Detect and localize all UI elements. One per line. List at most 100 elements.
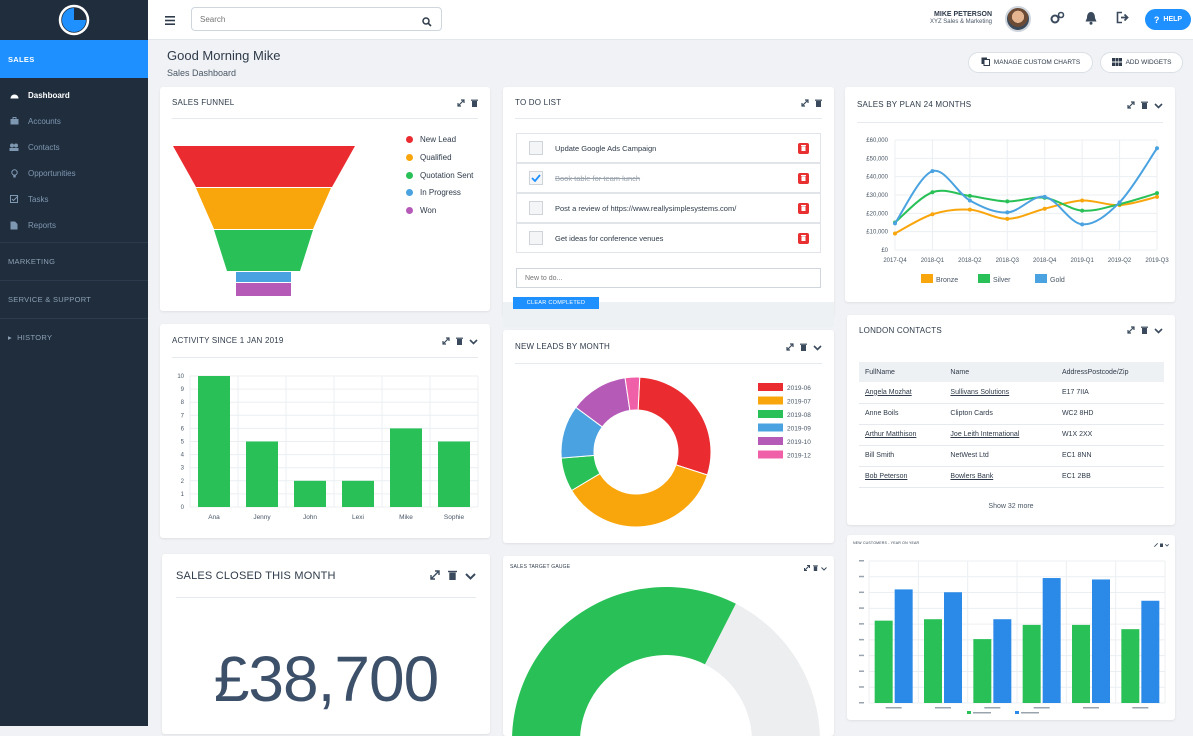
user-name: MIKE PETERSON xyxy=(934,11,992,18)
nav-section-history[interactable]: ▸ HISTORY xyxy=(0,318,148,356)
todo-checkbox[interactable] xyxy=(529,141,543,155)
panel-title: ACTIVITY SINCE 1 JAN 2019 xyxy=(172,336,284,345)
sidebar-item-contacts[interactable]: Contacts xyxy=(0,134,148,160)
funnel-segment-quotation-sent xyxy=(214,230,313,271)
chevron-down-icon[interactable] xyxy=(821,558,827,576)
trash-icon[interactable] xyxy=(1160,534,1163,552)
trash-icon[interactable] xyxy=(471,94,478,112)
sales-closed-value: £38,700 xyxy=(213,643,439,715)
logout-icon[interactable] xyxy=(1116,11,1129,29)
todo-item: Post a review of https://www.reallysimpl… xyxy=(516,193,821,223)
data-point xyxy=(1042,206,1047,211)
funnel-segment-qualified xyxy=(196,188,331,229)
x-tick-label: 2019-Q3 xyxy=(1145,258,1169,264)
trash-icon[interactable] xyxy=(815,94,822,112)
delete-todo-icon[interactable] xyxy=(798,142,809,154)
search-box xyxy=(191,7,442,31)
table-row: Anne Boils Clipton Cards WC2 8HD xyxy=(859,403,1164,425)
expand-icon[interactable] xyxy=(1127,321,1135,339)
data-point xyxy=(1155,146,1159,151)
table-row: Bill Smith NetWest Ltd EC1 8NN xyxy=(859,445,1164,467)
legend-item: Won xyxy=(406,202,473,220)
delete-todo-icon[interactable] xyxy=(798,172,809,184)
expand-icon[interactable] xyxy=(804,558,810,576)
sidebar-item-tasks[interactable]: Tasks xyxy=(0,186,148,212)
table-row: Angela Mozhat Sullivans Solutions E17 7IIA xyxy=(859,382,1164,404)
y-tick-label xyxy=(859,623,864,625)
trash-icon[interactable] xyxy=(1141,321,1148,339)
funnel-segment-in-progress xyxy=(236,272,291,282)
avatar[interactable] xyxy=(1005,6,1031,32)
chevron-down-icon[interactable] xyxy=(469,332,478,350)
delete-todo-icon[interactable] xyxy=(798,232,809,244)
todo-checkbox[interactable] xyxy=(529,201,543,215)
app-logo[interactable] xyxy=(0,0,148,40)
data-point xyxy=(930,190,935,195)
clear-completed-button[interactable]: CLEAR COMPLETED xyxy=(513,297,599,309)
data-point xyxy=(967,193,972,198)
trash-icon[interactable] xyxy=(1141,96,1148,114)
y-tick-label xyxy=(859,686,864,688)
y-tick-label: £50,000 xyxy=(866,156,888,162)
manage-custom-charts-button[interactable]: MANAGE CUSTOM CHARTS xyxy=(968,52,1093,73)
contact-link[interactable]: Angela Mozhat xyxy=(859,382,945,404)
expand-icon[interactable] xyxy=(1154,534,1158,552)
todo-checkbox-checked[interactable] xyxy=(529,171,543,185)
chevron-down-icon[interactable] xyxy=(1154,96,1163,114)
sidebar-item-reports[interactable]: Reports xyxy=(0,212,148,238)
trash-icon[interactable] xyxy=(800,338,807,356)
expand-icon[interactable] xyxy=(442,332,450,350)
nav-section-service-support[interactable]: SERVICE & SUPPORT xyxy=(0,280,148,318)
account-link[interactable]: Sullivans Solutions xyxy=(944,382,1056,404)
trash-icon[interactable] xyxy=(448,567,457,585)
trash-icon[interactable] xyxy=(456,332,463,350)
y-tick-label: 5 xyxy=(181,440,185,446)
chevron-down-icon[interactable] xyxy=(1165,534,1169,552)
expand-icon[interactable] xyxy=(457,94,465,112)
x-tick-label: 2019-Q1 xyxy=(1070,258,1094,264)
chevron-down-icon[interactable] xyxy=(813,338,822,356)
notifications-bell-icon[interactable] xyxy=(1085,11,1097,30)
nav-section-marketing[interactable]: MARKETING xyxy=(0,242,148,280)
nav-section-sales[interactable]: SALES xyxy=(0,40,148,78)
contact-link[interactable]: Arthur Matthison xyxy=(859,424,945,446)
chevron-down-icon[interactable] xyxy=(1154,321,1163,339)
legend-swatch xyxy=(758,410,783,418)
expand-icon[interactable] xyxy=(801,94,809,112)
chevron-down-icon[interactable] xyxy=(465,567,476,585)
sidebar-item-opportunities[interactable]: Opportunities xyxy=(0,160,148,186)
x-tick-label: 2018-Q1 xyxy=(921,258,945,264)
contact-link[interactable]: Bob Peterson xyxy=(859,466,945,488)
legend-swatch xyxy=(758,383,783,391)
x-tick-label: Ana xyxy=(208,514,220,521)
legend-item: Quotation Sent xyxy=(406,166,473,184)
greeting: Good Morning Mike xyxy=(167,48,281,63)
expand-icon[interactable] xyxy=(1127,96,1135,114)
data-point xyxy=(1080,198,1085,203)
add-widgets-button[interactable]: ADD WIDGETS xyxy=(1100,52,1183,73)
search-icon[interactable] xyxy=(422,14,432,32)
sidebar-item-dashboard[interactable]: Dashboard xyxy=(0,82,148,108)
y-tick-label xyxy=(859,654,864,657)
expand-icon[interactable] xyxy=(430,567,440,585)
settings-icon[interactable] xyxy=(1050,11,1065,30)
show-more-link[interactable]: Show 32 more xyxy=(988,503,1034,510)
new-todo-input[interactable] xyxy=(516,268,821,288)
help-button[interactable]: ? HELP xyxy=(1145,9,1191,30)
grid-icon xyxy=(1111,57,1122,68)
trash-icon[interactable] xyxy=(813,558,818,576)
todo-checkbox[interactable] xyxy=(529,231,543,245)
legend-item: Qualified xyxy=(406,149,473,167)
y-tick-label: 1 xyxy=(181,492,185,498)
data-point xyxy=(1005,210,1010,215)
x-tick-label xyxy=(935,707,951,709)
sidebar-item-accounts[interactable]: Accounts xyxy=(0,108,148,134)
menu-icon[interactable] xyxy=(165,12,175,30)
london-contacts-panel: LONDON CONTACTS FullName Name AddressPostc… xyxy=(847,315,1175,525)
user-info[interactable]: MIKE PETERSON XYZ Sales & Marketing xyxy=(930,11,992,25)
account-link[interactable]: Bowlers Bank xyxy=(944,466,1056,488)
delete-todo-icon[interactable] xyxy=(798,202,809,214)
search-input[interactable] xyxy=(192,8,412,30)
account-link[interactable]: Joe Leith International xyxy=(944,424,1056,446)
expand-icon[interactable] xyxy=(786,338,794,356)
